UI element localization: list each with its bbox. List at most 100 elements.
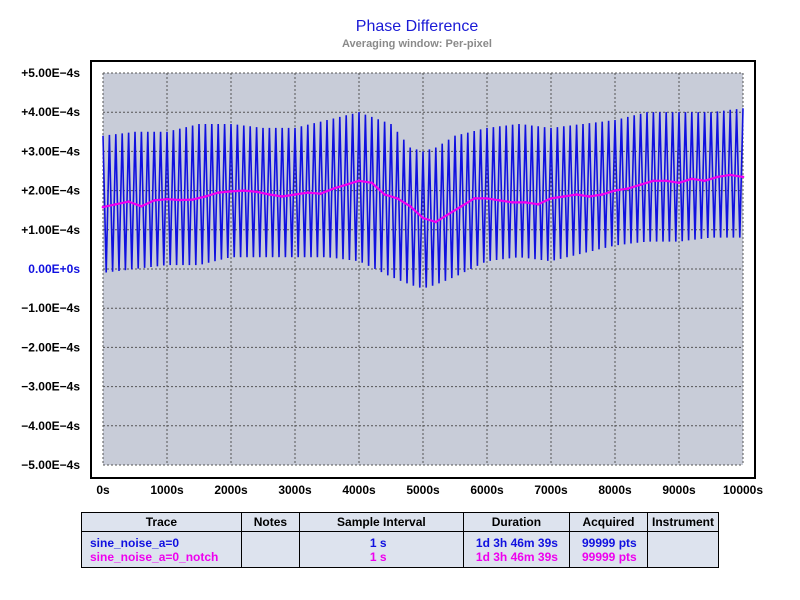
chart-title: Phase Difference: [355, 18, 479, 35]
trace-instrument: [646, 550, 720, 568]
y-tick-label: +5.00E−4s: [21, 66, 80, 80]
data-point: [472, 197, 476, 200]
trace-sample-interval: 1 s: [298, 550, 464, 568]
data-point: [588, 195, 591, 198]
trace-notes: [240, 531, 300, 550]
data-point: [728, 173, 732, 177]
trace-sample-interval: 1 s: [298, 531, 464, 550]
data-point: [357, 179, 361, 183]
data-point: [421, 216, 425, 220]
x-tick-label: 9000s: [662, 483, 696, 497]
table-row[interactable]: sine_noise_a=0_notch 1 s 1d 3h 46m 39s 9…: [81, 550, 720, 568]
x-tick-label: 5000s: [406, 483, 440, 497]
y-tick-label: +1.00E−4s: [21, 223, 80, 237]
y-axis-ticks: +5.00E−4s +4.00E−4s +3.00E−4s +2.00E−4s +1.0…: [21, 66, 80, 472]
trace-instrument: [646, 531, 720, 550]
series-group: [101, 108, 745, 288]
data-point: [255, 190, 258, 194]
trace-name: sine_noise_a=0: [81, 531, 242, 550]
data-point: [511, 201, 514, 204]
data-point: [229, 190, 233, 193]
data-point: [575, 193, 578, 196]
data-point: [319, 192, 322, 196]
data-point: [370, 181, 374, 185]
chart-subtitle: Averaging window: Per-pixel: [342, 38, 492, 50]
data-point: [306, 191, 310, 194]
data-point: [613, 189, 617, 192]
header-instrument[interactable]: Instrument: [646, 512, 720, 532]
data-point: [690, 177, 694, 181]
x-tick-label: 3000s: [278, 483, 312, 497]
trace-acquired: 99999 pts: [568, 531, 648, 550]
phase-difference-chart: +5.00E−4s +4.00E−4s +3.00E−4s +2.00E−4s +1.0…: [21, 60, 763, 497]
data-point: [434, 220, 438, 224]
y-tick-label: −5.00E−4s: [21, 458, 80, 472]
y-tick-label: −3.00E−4s: [21, 380, 80, 394]
data-point: [677, 181, 681, 185]
data-point: [639, 183, 642, 187]
y-tick-label: −4.00E−4s: [21, 419, 80, 433]
trace-legend-table: Trace Notes Sample Interval Duration Acq…: [81, 512, 720, 568]
data-point: [626, 187, 630, 190]
x-tick-label: 2000s: [214, 483, 248, 497]
data-point: [524, 201, 527, 204]
data-point: [216, 191, 220, 194]
trace-duration: 1d 3h 46m 39s: [462, 550, 570, 568]
x-tick-label: 1000s: [150, 483, 184, 497]
data-point: [408, 204, 412, 208]
data-point: [332, 187, 335, 190]
header-acquired[interactable]: Acquired: [568, 512, 648, 532]
data-point: [447, 212, 450, 216]
trace-notes: [240, 550, 300, 568]
data-point: [536, 203, 540, 206]
header-notes[interactable]: Notes: [240, 512, 300, 532]
trace-acquired: 99999 pts: [568, 550, 648, 568]
data-point: [191, 198, 194, 201]
y-tick-label: +3.00E−4s: [21, 144, 80, 158]
y-tick-label: −1.00E−4s: [21, 301, 80, 315]
x-tick-label: 4000s: [342, 483, 376, 497]
data-point: [242, 189, 246, 192]
data-point: [127, 200, 130, 203]
data-point: [498, 199, 502, 202]
data-point: [178, 198, 182, 202]
trace-duration: 1d 3h 46m 39s: [462, 531, 570, 550]
x-tick-label: 0s: [96, 483, 110, 497]
y-tick-label: 0.00E+0s: [28, 262, 80, 276]
y-tick-label: +2.00E−4s: [21, 184, 80, 198]
data-point: [293, 193, 297, 196]
y-tick-label: −2.00E−4s: [21, 340, 80, 354]
series-line-sine-noise: [102, 108, 744, 288]
data-point: [114, 203, 118, 206]
data-point: [152, 199, 156, 202]
y-tick-label: +4.00E−4s: [21, 105, 80, 119]
trace-name: sine_noise_a=0_notch: [81, 550, 242, 568]
data-point: [562, 195, 566, 198]
data-point: [664, 179, 668, 183]
data-point: [280, 195, 284, 198]
header-sample-interval[interactable]: Sample Interval: [298, 512, 464, 532]
data-point: [396, 197, 399, 200]
x-tick-label: 8000s: [598, 483, 632, 497]
x-axis-ticks: 0s 1000s 2000s 3000s 4000s 5000s 6000s 7000s 800…: [96, 483, 763, 497]
data-point: [600, 193, 604, 196]
header-trace[interactable]: Trace: [81, 512, 242, 532]
data-point: [652, 179, 655, 183]
table-row[interactable]: sine_noise_a=0 1 s 1d 3h 46m 39s 99999 p…: [81, 531, 720, 550]
data-point: [344, 183, 348, 187]
data-point: [165, 197, 169, 201]
data-point: [383, 193, 386, 196]
data-point: [204, 195, 207, 198]
data-point: [268, 193, 271, 196]
x-tick-label: 10000s: [723, 483, 763, 497]
data-point: [716, 175, 719, 179]
data-point: [101, 205, 105, 209]
x-tick-label: 7000s: [534, 483, 568, 497]
data-point: [741, 175, 745, 179]
data-point: [140, 204, 143, 208]
data-point: [460, 204, 463, 208]
header-duration[interactable]: Duration: [462, 512, 570, 532]
data-point: [485, 197, 489, 200]
x-tick-label: 6000s: [470, 483, 504, 497]
data-point: [703, 179, 706, 183]
